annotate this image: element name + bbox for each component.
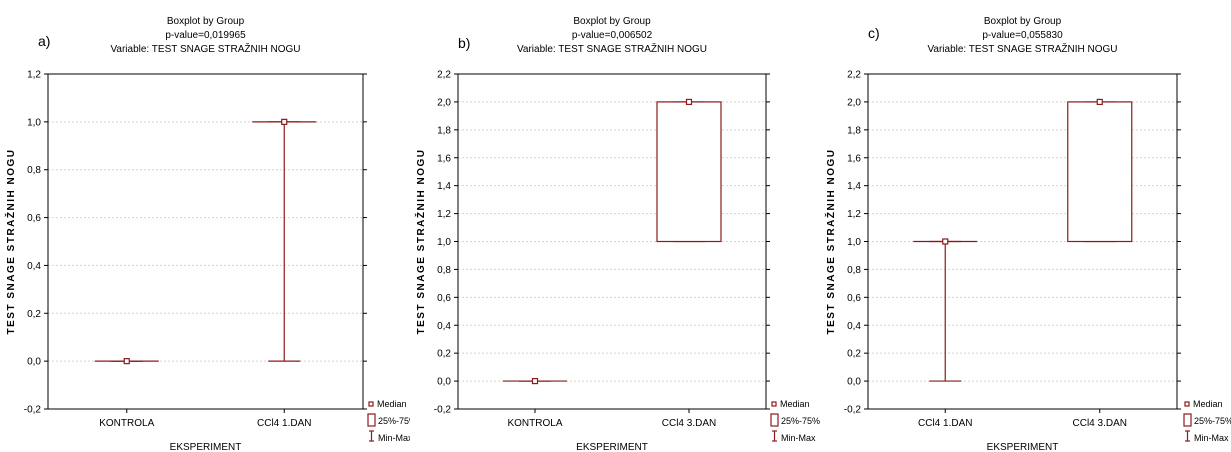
y-tick-label: -0,2 xyxy=(24,405,42,416)
x-axis-title: EKSPERIMENT xyxy=(170,442,242,452)
median-marker xyxy=(685,98,693,106)
median-marker xyxy=(942,238,949,245)
legend-median-label: Median xyxy=(1193,399,1223,409)
x-tick-label: CCl4 1.DAN xyxy=(257,418,311,429)
y-tick-label: 2,0 xyxy=(437,97,451,108)
y-axis-title: TEST SNAGE STRAŽNIH NOGU xyxy=(4,148,17,334)
y-tick-label: 1,0 xyxy=(847,237,861,248)
boxplot-b: Boxplot by Group p-value=0,006502Variable… xyxy=(414,16,820,452)
y-tick-label: 1,2 xyxy=(847,209,861,220)
y-tick-label: 0,8 xyxy=(27,165,41,176)
y-tick-label: 0,0 xyxy=(437,377,451,388)
y-axis-title: TEST SNAGE STRAŽNIH NOGU xyxy=(824,148,837,334)
x-axis-title: EKSPERIMENT xyxy=(576,442,648,452)
legend-median-swatch xyxy=(1184,401,1190,407)
median-marker xyxy=(281,118,288,125)
median-marker xyxy=(1096,98,1103,106)
y-tick-label: 2,2 xyxy=(847,70,861,81)
y-tick-label: 1,2 xyxy=(27,70,41,81)
legend-range-label: Min-Max xyxy=(378,433,410,443)
legend-box-label: 25%-75% xyxy=(378,416,410,426)
legend-range-label: Min-Max xyxy=(1194,433,1229,443)
median-marker xyxy=(123,358,130,365)
y-tick-label: 0,2 xyxy=(27,309,41,320)
y-tick-label: 0,2 xyxy=(847,349,861,360)
panel-label: b) xyxy=(458,35,470,51)
y-tick-label: -0,2 xyxy=(434,405,452,416)
y-tick-label: 1,8 xyxy=(847,125,861,136)
legend-median-swatch xyxy=(771,401,777,407)
iqr-box xyxy=(656,101,722,243)
chart-subtitle-variable: Variable: TEST SNAGE STRAŽNIH NOGU xyxy=(517,42,707,55)
y-tick-label: 1,0 xyxy=(27,117,41,128)
y-tick-label: 1,8 xyxy=(437,125,451,136)
y-tick-label: 2,2 xyxy=(437,70,451,81)
iqr-box xyxy=(1067,101,1133,243)
chart-panel-a: Boxplot by Group p-value=0,019965 Variable… xyxy=(0,0,410,452)
chart-title: Boxplot by Group xyxy=(573,16,651,27)
boxplot-a: Boxplot by Group p-value=0,019965Variable… xyxy=(4,16,410,452)
x-tick-label: CCl4 3.DAN xyxy=(1073,418,1127,429)
y-tick-label: 1,2 xyxy=(437,209,451,220)
y-tick-label: 1,6 xyxy=(437,153,451,164)
y-tick-label: 0,0 xyxy=(27,357,41,368)
x-tick-label: CCl4 1.DAN xyxy=(918,418,972,429)
legend-box-label: 25%-75% xyxy=(781,416,820,426)
boxplot-c: Boxplot by Group p-value=0,055830Variable… xyxy=(824,16,1231,452)
y-tick-label: 0,6 xyxy=(437,293,451,304)
median-marker xyxy=(531,377,539,385)
y-tick-label: 2,0 xyxy=(847,97,861,108)
y-axis-title: TEST SNAGE STRAŽNIH NOGU xyxy=(414,148,427,334)
x-axis-title: EKSPERIMENT xyxy=(987,442,1059,452)
panel-label: c) xyxy=(868,25,880,41)
chart-title: Boxplot by Group xyxy=(984,16,1062,27)
y-tick-label: 1,0 xyxy=(437,237,451,248)
y-tick-label: 0,4 xyxy=(847,321,861,332)
legend-box-label: 25%-75% xyxy=(1194,416,1231,426)
x-tick-label: CCl4 3.DAN xyxy=(662,418,716,429)
x-tick-label: KONTROLA xyxy=(99,418,154,429)
y-tick-label: 0,8 xyxy=(847,265,861,276)
legend-median-swatch xyxy=(368,401,374,407)
chart-subtitle-variable: Variable: TEST SNAGE STRAŽNIH NOGU xyxy=(927,42,1117,55)
chart-subtitle-pvalue: p-value=0,006502 xyxy=(572,30,653,41)
chart-title: Boxplot by Group xyxy=(167,16,245,27)
plot-frame xyxy=(47,73,364,410)
y-tick-label: 1,4 xyxy=(437,181,451,192)
y-tick-label: 0,6 xyxy=(847,293,861,304)
y-tick-label: 0,8 xyxy=(437,265,451,276)
chart-panel-c: Boxplot by Group p-value=0,055830 Variable… xyxy=(820,0,1231,452)
y-tick-label: 0,4 xyxy=(27,261,41,272)
legend-box-swatch xyxy=(1183,413,1192,427)
chart-subtitle-pvalue: p-value=0,019965 xyxy=(165,30,246,41)
legend-median-label: Median xyxy=(780,399,810,409)
legend-range-label: Min-Max xyxy=(781,433,816,443)
y-tick-label: 0,4 xyxy=(437,321,451,332)
panel-label: a) xyxy=(38,33,50,49)
legend-median-label: Median xyxy=(377,399,407,409)
legend-box-swatch xyxy=(770,413,779,427)
y-tick-label: 1,4 xyxy=(847,181,861,192)
x-tick-label: KONTROLA xyxy=(507,418,562,429)
y-tick-label: -0,2 xyxy=(844,405,862,416)
y-tick-label: 0,6 xyxy=(27,213,41,224)
y-tick-label: 1,6 xyxy=(847,153,861,164)
chart-subtitle-pvalue: p-value=0,055830 xyxy=(982,30,1063,41)
legend-box-swatch xyxy=(367,413,376,427)
chart-subtitle-variable: Variable: TEST SNAGE STRAŽNIH NOGU xyxy=(110,42,300,55)
chart-panel-b: Boxplot by Group p-value=0,006502 Variable… xyxy=(410,0,820,452)
y-tick-label: 0,2 xyxy=(437,349,451,360)
y-tick-label: 0,0 xyxy=(847,377,861,388)
